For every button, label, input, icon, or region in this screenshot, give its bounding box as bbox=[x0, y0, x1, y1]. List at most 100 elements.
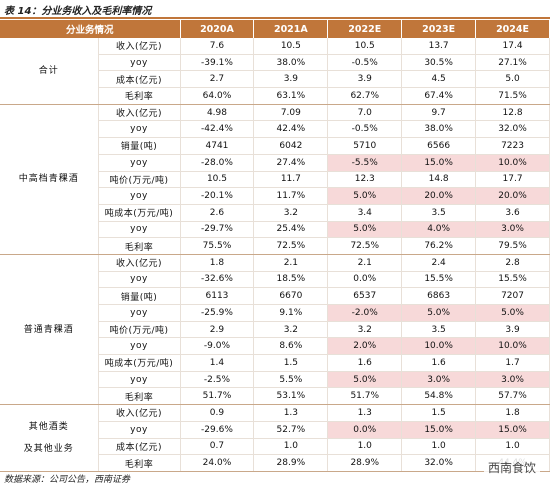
row-label: yoy bbox=[98, 304, 181, 322]
cell: 3.6 bbox=[475, 204, 550, 222]
row-label: 收入(亿元) bbox=[98, 254, 181, 272]
row-label: 销量(吨) bbox=[98, 287, 181, 305]
cell: 17.7 bbox=[475, 171, 550, 189]
cell: -29.6% bbox=[180, 421, 255, 439]
cell: 3.0% bbox=[475, 221, 550, 239]
group-label-line: 其他酒类 bbox=[28, 422, 69, 432]
cell: 30.5% bbox=[401, 54, 477, 72]
cell: 0.9 bbox=[180, 404, 255, 422]
row-label: yoy bbox=[98, 337, 181, 356]
cell: 10.0% bbox=[401, 337, 477, 356]
cell: -32.6% bbox=[180, 271, 255, 289]
cell: 15.0% bbox=[475, 421, 550, 439]
cell: 6113 bbox=[180, 287, 255, 305]
cell: 28.9% bbox=[253, 454, 329, 472]
cell: -5.5% bbox=[327, 154, 403, 172]
cell: -2.5% bbox=[180, 371, 255, 389]
table-row: 毛利率 64.0% 63.1% 62.7% 67.4% 71.5% bbox=[0, 87, 550, 105]
cell: -0.5% bbox=[327, 54, 403, 72]
cell: 62.7% bbox=[327, 87, 403, 105]
group-label: 普通青稞酒 bbox=[0, 254, 99, 406]
cell: 51.7% bbox=[180, 387, 255, 406]
cell: 52.7% bbox=[253, 421, 329, 439]
watermark: 西南食饮 bbox=[483, 458, 540, 477]
cell: 76.2% bbox=[401, 237, 477, 255]
cell: 20.0% bbox=[475, 187, 550, 205]
cell: 10.5 bbox=[253, 38, 329, 55]
cell: 3.9 bbox=[327, 70, 403, 89]
table-row: 毛利率 75.5% 72.5% 72.5% 76.2% 79.5% bbox=[0, 237, 550, 255]
table-row: yoy -29.6% 52.7% 0.0% 15.0% 15.0% bbox=[0, 421, 550, 439]
cell: 57.7% bbox=[475, 387, 550, 406]
cell: 5.0% bbox=[327, 221, 403, 239]
cell: 20.0% bbox=[401, 187, 477, 205]
cell: 2.1 bbox=[253, 254, 329, 272]
table: 分业务情况 2020A 2021A 2022E 2023E 2024E 合计 收入(亿元) 7… bbox=[0, 20, 550, 472]
row-label: 毛利率 bbox=[98, 454, 181, 472]
cell: 17.4 bbox=[475, 38, 550, 55]
cell: 12.8 bbox=[475, 104, 550, 122]
cell: 38.0% bbox=[401, 120, 477, 139]
cell: 14.8 bbox=[401, 171, 477, 189]
cell: 28.9% bbox=[327, 454, 403, 472]
cell: 72.5% bbox=[327, 237, 403, 255]
table-row: yoy -20.1% 11.7% 5.0% 20.0% 20.0% bbox=[0, 187, 550, 205]
group-label: 中高档青稞酒 bbox=[0, 104, 99, 255]
cell: 11.7 bbox=[253, 171, 329, 189]
cell: 3.9 bbox=[253, 70, 329, 89]
table-row: 成本(亿元) 2.7 3.9 3.9 4.5 5.0 bbox=[0, 70, 550, 89]
cell: -0.5% bbox=[327, 120, 403, 139]
cell: 15.0% bbox=[401, 421, 477, 439]
cell: 15.5% bbox=[475, 271, 550, 289]
table-row: yoy -39.1% 38.0% -0.5% 30.5% 27.1% bbox=[0, 54, 550, 72]
table-row: yoy -29.7% 25.4% 5.0% 4.0% 3.0% bbox=[0, 221, 550, 239]
header-cell: 2023E bbox=[401, 20, 477, 38]
cell: 3.0% bbox=[401, 371, 477, 389]
cell: -28.0% bbox=[180, 154, 255, 172]
cell: 2.1 bbox=[327, 254, 403, 272]
row-label: yoy bbox=[98, 421, 181, 439]
row-label: yoy bbox=[98, 154, 181, 172]
cell: 7.09 bbox=[253, 104, 329, 122]
row-label: 吨价(万元/吨) bbox=[98, 171, 181, 189]
cell: 7.6 bbox=[180, 38, 255, 55]
cell: 53.1% bbox=[253, 387, 329, 406]
cell: 63.1% bbox=[253, 87, 329, 105]
cell: 72.5% bbox=[253, 237, 329, 255]
table-row: 吨价(万元/吨) 2.9 3.2 3.2 3.5 3.9 bbox=[0, 321, 550, 339]
cell: 8.6% bbox=[253, 337, 329, 356]
cell: 0.0% bbox=[327, 421, 403, 439]
cell: 0.0% bbox=[327, 271, 403, 289]
cell: 1.4 bbox=[180, 354, 255, 372]
row-label: yoy bbox=[98, 120, 181, 139]
row-label: yoy bbox=[98, 187, 181, 205]
row-label: 收入(亿元) bbox=[98, 104, 181, 122]
cell: 75.5% bbox=[180, 237, 255, 255]
cell: 7207 bbox=[475, 287, 550, 305]
cell: 25.4% bbox=[253, 221, 329, 239]
row-label: 毛利率 bbox=[98, 87, 181, 105]
cell: 9.1% bbox=[253, 304, 329, 322]
header-row: 分业务情况 2020A 2021A 2022E 2023E 2024E bbox=[0, 20, 550, 38]
cell: 4.5 bbox=[401, 70, 477, 89]
table-title: 表 14：分业务收入及毛利率情况 bbox=[4, 6, 152, 17]
cell: 5710 bbox=[327, 137, 403, 155]
row-label: 吨成本(万元/吨) bbox=[98, 354, 181, 372]
cell: 71.5% bbox=[475, 87, 550, 105]
cell: 32.0% bbox=[475, 120, 550, 139]
cell: 3.2 bbox=[253, 321, 329, 339]
cell: 3.5 bbox=[401, 204, 477, 222]
cell: 10.5 bbox=[327, 38, 403, 55]
header-cell: 2024E bbox=[475, 20, 550, 38]
cell: 18.5% bbox=[253, 271, 329, 289]
table-row: yoy -42.4% 42.4% -0.5% 38.0% 32.0% bbox=[0, 120, 550, 139]
cell: 79.5% bbox=[475, 237, 550, 255]
cell: 4.98 bbox=[180, 104, 255, 122]
cell: 5.0% bbox=[327, 371, 403, 389]
row-label: yoy bbox=[98, 54, 181, 72]
cell: 6670 bbox=[253, 287, 329, 305]
cell: 1.5 bbox=[253, 354, 329, 372]
header-cell: 2022E bbox=[327, 20, 403, 38]
cell: 11.7% bbox=[253, 187, 329, 205]
cell: -39.1% bbox=[180, 54, 255, 72]
